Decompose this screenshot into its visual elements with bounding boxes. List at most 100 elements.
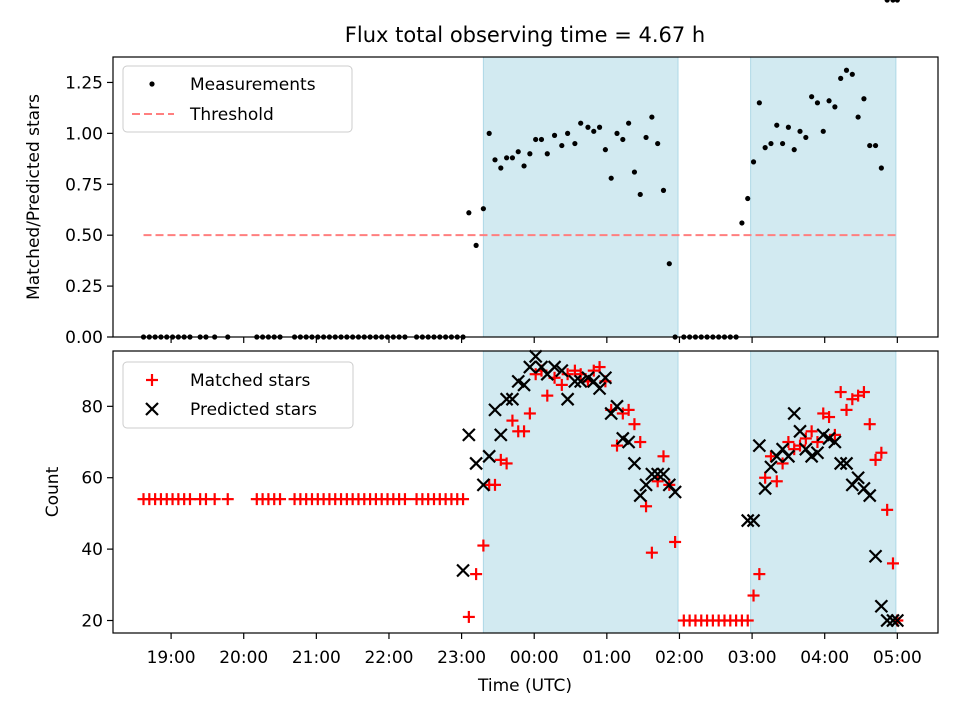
top-y-tick-label: 1.25 (65, 73, 103, 93)
predicted-star-point (462, 428, 476, 442)
predicted-star-point (781, 449, 796, 464)
predicted-star-stroke-b (662, 478, 677, 492)
predicted-star-point (880, 613, 894, 628)
measurement-point (596, 124, 603, 130)
matched-star-point (477, 539, 490, 552)
predicted-star-stroke-b (610, 399, 624, 414)
measurement-point (626, 120, 632, 126)
matched-star-point (747, 589, 760, 602)
measurement-point (637, 191, 643, 198)
measurement-point (814, 100, 821, 106)
predicted-star-stroke-b (851, 470, 865, 485)
matched-star-point (881, 503, 894, 516)
measurement-point (492, 157, 498, 163)
top-y-tick-label: 0.75 (65, 175, 103, 195)
measurement-point (750, 159, 757, 165)
top-plot-frame (112, 56, 939, 338)
matched-star-point (657, 450, 670, 463)
measurement-point (544, 151, 550, 157)
bottom-legend-box (122, 361, 354, 429)
predicted-star-point (810, 445, 825, 460)
predicted-star-point (828, 435, 842, 449)
predicted-star-stroke-b (592, 381, 607, 396)
predicted-star-point (874, 599, 889, 614)
predicted-star-stroke-b (874, 599, 889, 614)
predicted-star-point (740, 513, 755, 528)
predicted-star-point (528, 349, 543, 364)
bottom-y-axis-ticks: 20 40 60 80 (81, 397, 113, 632)
predicted-star-stroke-b (534, 360, 549, 374)
matched-star-point (834, 386, 847, 399)
matched-star-point (183, 493, 196, 506)
legend-measurements-marker (149, 81, 155, 87)
matched-star-point (828, 428, 841, 441)
predicted-star-point (627, 456, 642, 471)
top-y-axis-ticks: 0.00 0.25 0.50 0.75 1.00 1.25 (65, 73, 113, 348)
predicted-star-point (851, 470, 865, 485)
measurement-point (797, 128, 803, 134)
matched-star-point (799, 432, 812, 445)
top-y-tick-label: 0.50 (65, 226, 103, 246)
top-shaded-intervals (482, 56, 897, 338)
predicted-star-stroke-b (627, 456, 642, 471)
predicted-star-point (555, 363, 569, 378)
predicted-star-point (494, 428, 508, 442)
predicted-star-point (656, 467, 671, 481)
predicted-stars-points (456, 349, 905, 628)
measurement-point (867, 142, 873, 149)
top-y-tick-label: 0.25 (65, 277, 103, 297)
predicted-star-stroke-b (752, 438, 767, 453)
bottom-y-tick-label: 20 (81, 612, 103, 632)
matched-star-point (875, 446, 888, 459)
measurement-point (832, 104, 838, 110)
measurement-point (649, 114, 655, 120)
measurement-point (861, 96, 867, 102)
predicted-star-point (547, 360, 562, 374)
legend-threshold-label: Threshold (189, 105, 274, 125)
matched-star-point (764, 450, 777, 463)
measurement-point (894, 0, 900, 3)
predicted-star-stroke-b (633, 488, 648, 503)
predicted-star-stroke-b (668, 485, 682, 499)
measurement-point (565, 130, 571, 136)
predicted-star-stroke-b (816, 428, 831, 442)
predicted-star-stroke-b (488, 403, 502, 417)
top-y-tick-label: 0.00 (65, 328, 103, 348)
predicted-star-stroke-b (616, 431, 630, 446)
measurement-point (756, 100, 762, 106)
matched-star-point (640, 500, 653, 513)
measurement-point (820, 128, 826, 134)
predicted-star-point (573, 374, 588, 389)
predicted-star-stroke-b (482, 449, 496, 464)
predicted-star-stroke-b (499, 392, 514, 406)
top-y-tick-label: 1.00 (65, 124, 103, 144)
predicted-star-stroke-b (528, 349, 543, 364)
matched-star-point (840, 403, 853, 416)
x-tick-label: 03:00 (728, 648, 777, 668)
matched-star-point (622, 403, 635, 416)
measurement-point (527, 151, 533, 157)
predicted-star-stroke-b (650, 467, 665, 481)
predicted-star-point (505, 392, 520, 406)
measurement-point (855, 114, 861, 120)
matched-star-point (593, 361, 606, 374)
x-tick-label: 05:00 (873, 648, 922, 668)
chart-title: Flux total observing time = 4.67 h (345, 23, 705, 47)
x-tick-label: 22:00 (364, 648, 413, 668)
predicted-star-stroke-b (560, 392, 575, 406)
predicted-star-stroke-b (573, 374, 588, 389)
predicted-star-stroke-b (586, 374, 601, 389)
measurement-point (762, 145, 768, 151)
measurement-point (620, 136, 626, 143)
predicted-star-point (833, 456, 848, 471)
measurement-point (480, 206, 486, 212)
bottom-y-tick-label: 80 (81, 397, 103, 417)
predicted-star-stroke-b (639, 478, 653, 492)
measurement-point (768, 140, 774, 147)
measurement-point (890, 0, 896, 3)
predicted-star-point (610, 399, 624, 414)
measurement-point (585, 124, 591, 130)
matched-star-point (462, 610, 475, 623)
measurement-point (551, 132, 558, 138)
